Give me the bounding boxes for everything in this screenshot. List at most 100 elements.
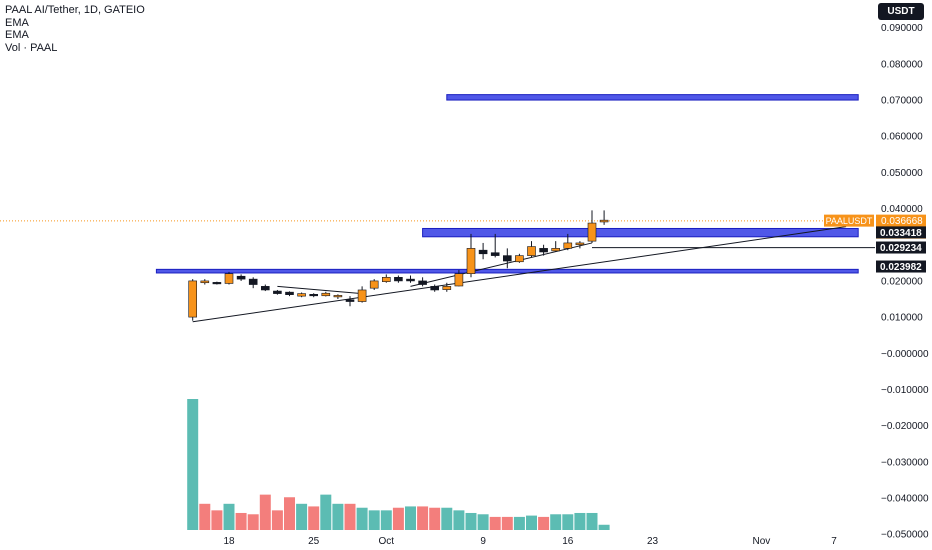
y-tick-label: 0.020000 xyxy=(881,276,923,287)
volume-bar xyxy=(368,510,380,530)
volume-bar xyxy=(320,494,332,530)
x-tick-label: 18 xyxy=(223,536,235,547)
y-tick-label: −0.020000 xyxy=(881,421,929,432)
y-tick-label: −0.010000 xyxy=(881,385,929,396)
time-axis[interactable]: 18 25 Oct 9 16 23 Nov 7 xyxy=(223,536,837,547)
volume-bar xyxy=(296,503,308,530)
trendline xyxy=(192,226,847,323)
zones-layer xyxy=(155,94,859,274)
y-tick-label: 0.040000 xyxy=(881,204,923,215)
volume-bar xyxy=(453,510,465,530)
x-tick-label: 25 xyxy=(308,536,320,547)
x-tick-label: 9 xyxy=(480,536,486,547)
candle-body xyxy=(527,246,536,256)
candle-body xyxy=(539,248,548,253)
candle-body xyxy=(551,248,561,252)
price-axis[interactable]: 0.090000 0.080000 0.070000 0.060000 0.050000… xyxy=(881,23,929,540)
zone-rect xyxy=(446,94,859,101)
y-tick-label: −0.050000 xyxy=(881,530,929,541)
y-tick-label: 0.090000 xyxy=(881,23,923,34)
volume-bar xyxy=(550,514,562,530)
y-tick-label: −0.030000 xyxy=(881,457,929,468)
level-label: 0.023982 xyxy=(880,262,922,273)
zone-rect xyxy=(155,268,859,274)
volume-bar xyxy=(441,507,453,530)
candle-body xyxy=(502,255,512,262)
volume-bar xyxy=(332,503,344,530)
candle-body xyxy=(575,242,585,246)
symbol-title[interactable]: PAAL AI/Tether, 1D, GATEIO xyxy=(5,4,145,16)
candle-body xyxy=(369,280,379,289)
volume-bar xyxy=(501,516,513,530)
candle-body xyxy=(490,252,500,256)
x-tick-label: 16 xyxy=(562,536,574,547)
x-tick-label: Nov xyxy=(753,536,771,547)
volume-bar xyxy=(489,516,501,530)
candle-body xyxy=(236,275,246,280)
volume-bar xyxy=(513,516,525,530)
chart-legend: PAAL AI/Tether, 1D, GATEIO EMA EMA Vol ·… xyxy=(5,4,145,54)
candle-body xyxy=(442,286,452,290)
indicator-volume[interactable]: Vol · PAAL xyxy=(5,41,58,54)
volume-bar xyxy=(417,506,429,530)
volume-bar xyxy=(223,503,235,530)
candle-body xyxy=(563,242,573,249)
level-label: 0.029234 xyxy=(880,243,922,254)
candle-body xyxy=(430,286,440,291)
volume-bar xyxy=(586,512,598,530)
candle-body xyxy=(345,299,355,302)
currency-button[interactable]: USDT xyxy=(878,3,924,20)
volume-bar xyxy=(380,510,392,530)
candle-body xyxy=(357,289,367,302)
level-label: 0.033418 xyxy=(880,228,922,239)
y-tick-label: 0.010000 xyxy=(881,313,923,324)
candle-body xyxy=(515,255,524,263)
candle-body xyxy=(394,277,403,282)
volume-bar xyxy=(574,512,586,530)
indicator-ema-2[interactable]: EMA xyxy=(5,29,29,41)
trendline xyxy=(410,242,593,287)
candle-body xyxy=(200,280,210,284)
candle-body xyxy=(454,273,464,287)
volume-bar xyxy=(235,512,247,530)
candle-body xyxy=(297,293,306,297)
candle-body xyxy=(309,294,319,297)
y-tick-label: 0.080000 xyxy=(881,59,923,70)
y-tick-label: −0.000000 xyxy=(881,349,929,360)
candle-body xyxy=(285,291,294,295)
volume-bar xyxy=(465,512,477,530)
volume-bar xyxy=(392,507,404,530)
level-label-bg xyxy=(876,241,926,254)
volume-bar xyxy=(259,494,271,530)
x-tick-label: 7 xyxy=(831,536,837,547)
volume-bar xyxy=(187,399,199,530)
candle-body xyxy=(478,249,488,255)
volume-bar xyxy=(526,515,537,530)
symbol-tag: PAALUSDT xyxy=(826,216,873,226)
candle-body xyxy=(260,286,270,291)
volume-bar xyxy=(211,510,223,530)
price-labels: PAALUSDT0.03666809:04:460.0334180.029234… xyxy=(824,214,926,273)
volume-bar xyxy=(344,503,356,530)
volume-bar xyxy=(271,510,283,530)
candle-body xyxy=(418,280,427,285)
volume-bar xyxy=(308,506,320,530)
candles-layer xyxy=(188,210,609,321)
level-label-bg xyxy=(876,260,926,273)
candle-body xyxy=(273,290,282,294)
level-label-bg xyxy=(876,226,926,239)
candle-body xyxy=(406,278,415,282)
candle-body xyxy=(599,219,609,223)
drawings-layer xyxy=(0,220,875,323)
y-tick-label: 0.060000 xyxy=(881,132,923,143)
volume-bar xyxy=(284,497,295,530)
y-tick-label: −0.040000 xyxy=(881,493,929,504)
candle-body xyxy=(321,292,331,297)
x-tick-label: 23 xyxy=(647,536,659,547)
candle-body xyxy=(587,222,597,242)
indicator-ema-1[interactable]: EMA xyxy=(5,16,29,29)
y-tick-label: 0.050000 xyxy=(881,168,923,179)
y-tick-label: 0.070000 xyxy=(881,96,923,107)
last-price-label: 0.036668 xyxy=(881,216,923,227)
